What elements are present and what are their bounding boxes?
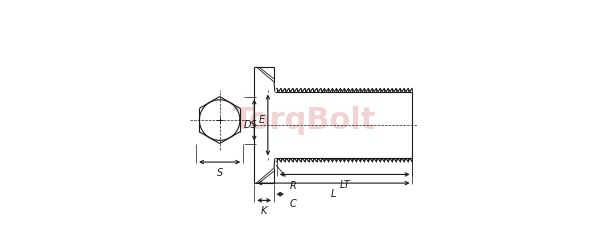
Text: TorqBolt: TorqBolt bbox=[233, 106, 377, 134]
Text: C: C bbox=[290, 199, 296, 209]
Text: DS: DS bbox=[244, 120, 257, 130]
Text: L: L bbox=[331, 188, 336, 198]
Text: LT: LT bbox=[339, 180, 350, 190]
Text: K: K bbox=[261, 206, 268, 216]
Text: R: R bbox=[277, 166, 297, 190]
Text: E: E bbox=[259, 115, 265, 125]
Text: S: S bbox=[217, 168, 223, 177]
